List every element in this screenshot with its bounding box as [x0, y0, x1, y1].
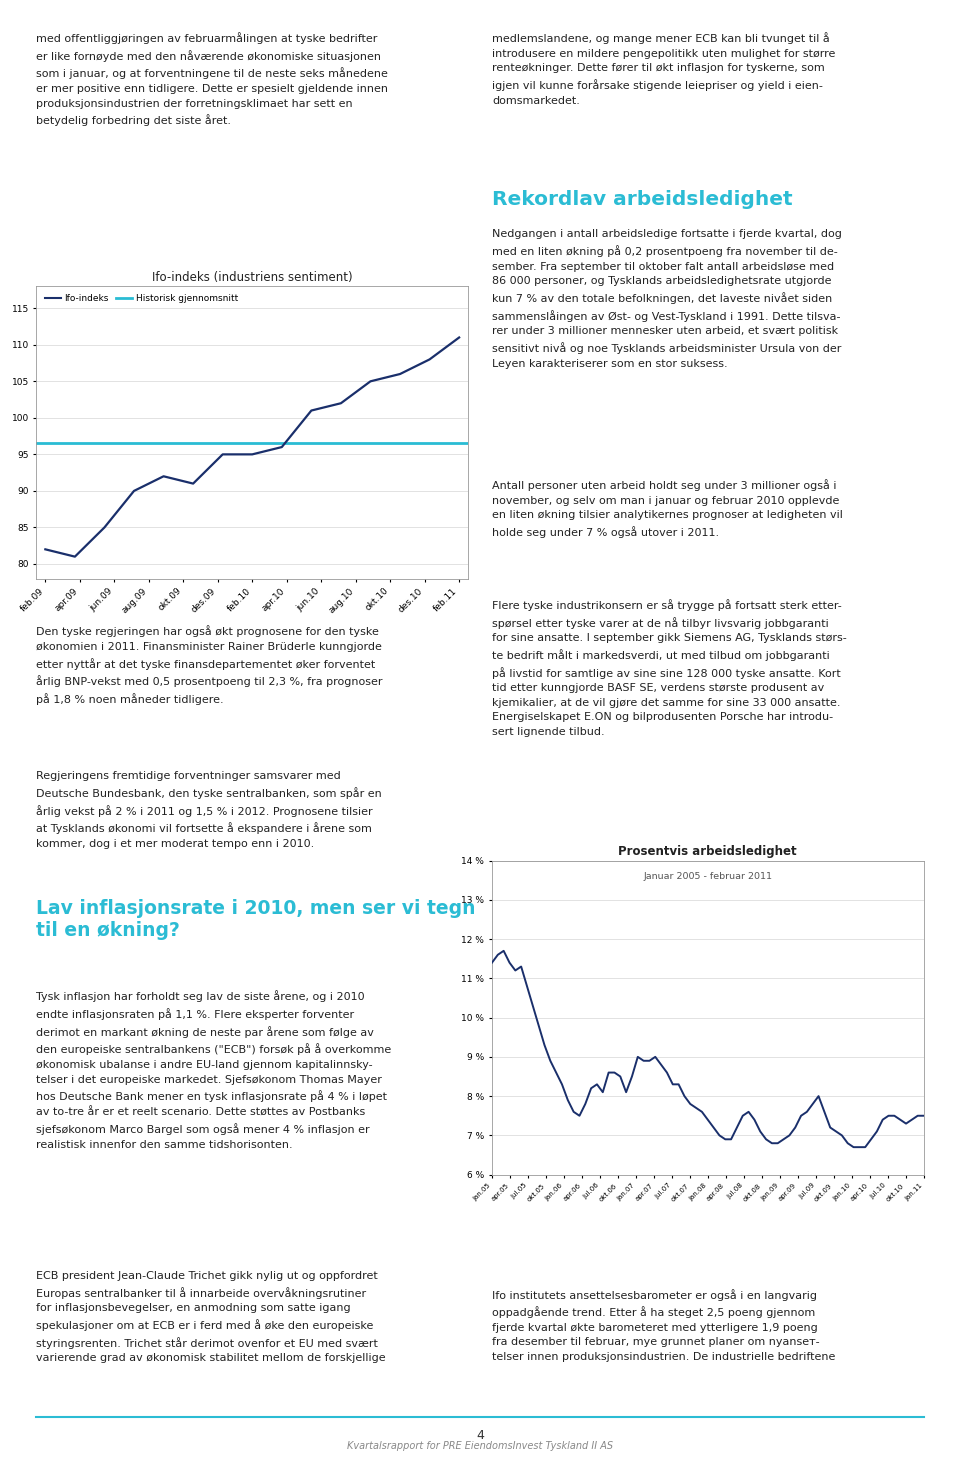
- Text: Antall personer uten arbeid holdt seg under 3 millioner også i
november, og selv: Antall personer uten arbeid holdt seg un…: [492, 479, 843, 538]
- Text: medlemslandene, og mange mener ECB kan bli tvunget til å
introdusere en mildere : medlemslandene, og mange mener ECB kan b…: [492, 32, 835, 105]
- Text: Rekordlav arbeidsledighet: Rekordlav arbeidsledighet: [492, 190, 793, 209]
- Text: Flere tyske industrikonsern er så trygge på fortsatt sterk etter-
spørsel etter : Flere tyske industrikonsern er så trygge…: [492, 599, 847, 736]
- Title: Prosentvis arbeidsledighet: Prosentvis arbeidsledighet: [618, 844, 797, 858]
- Text: Lav inflasjonsrate i 2010, men ser vi tegn
til en økning?: Lav inflasjonsrate i 2010, men ser vi te…: [36, 899, 476, 941]
- Legend: Ifo-indeks, Historisk gjennomsnitt: Ifo-indeks, Historisk gjennomsnitt: [41, 291, 242, 307]
- Text: Tysk inflasjon har forholdt seg lav de siste årene, og i 2010
endte inflasjonsra: Tysk inflasjon har forholdt seg lav de s…: [36, 991, 392, 1150]
- Text: Nedgangen i antall arbeidsledige fortsatte i fjerde kvartal, dog
med en liten øk: Nedgangen i antall arbeidsledige fortsat…: [492, 229, 842, 368]
- Text: Regjeringens fremtidige forventninger samsvarer med
Deutsche Bundesbank, den tys: Regjeringens fremtidige forventninger sa…: [36, 771, 382, 849]
- Text: Kvartalsrapport for PRE EiendomsInvest Tyskland II AS: Kvartalsrapport for PRE EiendomsInvest T…: [347, 1441, 613, 1451]
- Title: Ifo-indeks (industriens sentiment): Ifo-indeks (industriens sentiment): [152, 270, 352, 283]
- Text: Ifo institutets ansettelsesbarometer er også i en langvarig
oppadgående trend. E: Ifo institutets ansettelsesbarometer er …: [492, 1289, 835, 1362]
- Text: med offentliggjøringen av februarmålingen at tyske bedrifter
er like fornøyde me: med offentliggjøringen av februarmålinge…: [36, 32, 389, 126]
- Text: Januar 2005 - februar 2011: Januar 2005 - februar 2011: [643, 872, 772, 881]
- Text: 4: 4: [476, 1429, 484, 1442]
- Text: ECB president Jean-Claude Trichet gikk nylig ut og oppfordret
Europas sentralban: ECB president Jean-Claude Trichet gikk n…: [36, 1271, 386, 1363]
- Text: Den tyske regjeringen har også økt prognosene for den tyske
økonomien i 2011. Fi: Den tyske regjeringen har også økt progn…: [36, 625, 383, 704]
